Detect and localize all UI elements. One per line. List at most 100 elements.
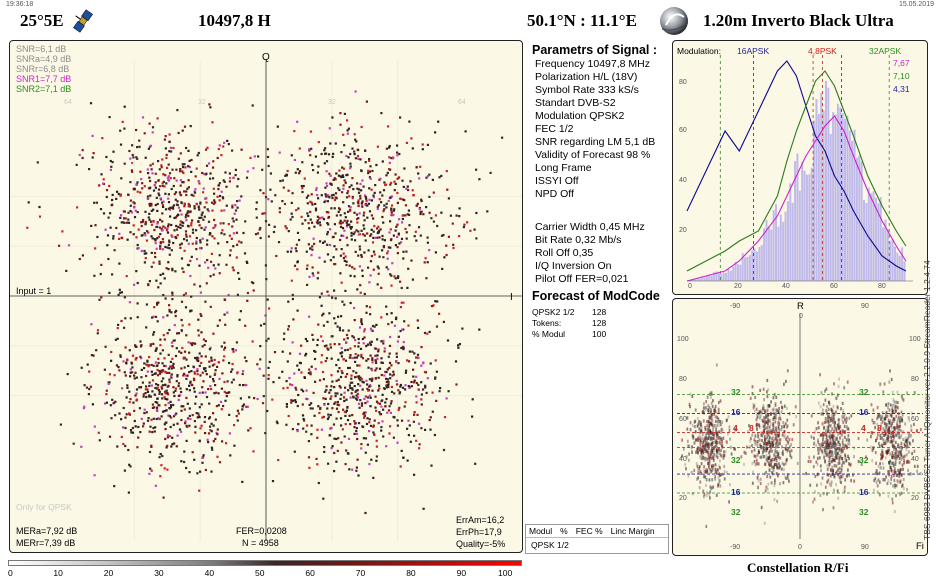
iq-point (157, 361, 160, 365)
iq-point (323, 162, 326, 165)
iq-point (365, 305, 368, 308)
iq-point (393, 180, 396, 183)
iq-point (167, 175, 171, 178)
iq-point (334, 401, 337, 404)
density-point (828, 465, 830, 469)
iq-point (347, 437, 351, 440)
iq-point (320, 361, 323, 364)
iq-point (437, 120, 440, 123)
density-point (751, 450, 753, 454)
iq-point (152, 342, 155, 345)
iq-point (343, 179, 346, 182)
density-point (828, 401, 830, 405)
iq-point (335, 197, 338, 200)
iq-point (129, 371, 132, 374)
iq-point (183, 249, 186, 252)
iq-point (390, 312, 393, 315)
iq-point (90, 354, 93, 357)
iq-point (356, 364, 359, 367)
iq-point (232, 350, 235, 353)
iq-point (204, 340, 207, 343)
iq-point (310, 147, 313, 150)
density-point (894, 454, 897, 458)
iq-point (271, 480, 275, 483)
iq-point (363, 397, 366, 400)
iq-point (360, 201, 363, 205)
density-point (886, 433, 889, 437)
iq-point (183, 366, 186, 369)
iq-point (414, 230, 417, 233)
density-point (843, 424, 846, 428)
iq-point (349, 301, 352, 305)
density-point (820, 444, 823, 448)
density-point (839, 436, 841, 440)
density-point (697, 476, 700, 480)
iq-point (380, 286, 383, 289)
iq-point (131, 426, 134, 430)
iq-point (105, 189, 109, 192)
iq-point (357, 341, 360, 344)
density-point (894, 431, 897, 435)
iq-point (322, 497, 325, 500)
iq-point (106, 234, 110, 237)
iq-point (194, 431, 197, 434)
iq-point (150, 265, 153, 268)
density-point (689, 392, 692, 396)
iq-point (172, 362, 175, 365)
iq-point (399, 197, 402, 200)
iq-point (168, 407, 171, 410)
iq-point (226, 241, 229, 244)
iq-point (201, 345, 204, 348)
iq-point (218, 194, 222, 198)
density-point (782, 481, 785, 485)
y-tick: 20 (679, 227, 687, 234)
iq-point (187, 264, 190, 267)
histogram-bar (882, 227, 885, 281)
iq-point (225, 204, 228, 207)
iq-point (397, 335, 400, 338)
iq-point (412, 368, 415, 371)
density-point (816, 483, 818, 487)
iq-point (368, 210, 372, 213)
density-point (900, 457, 903, 461)
iq-point (361, 337, 364, 341)
density-point (817, 451, 820, 455)
density-point (752, 470, 754, 474)
iq-point (218, 461, 222, 464)
iq-point (205, 148, 208, 151)
histogram-bar (789, 183, 792, 281)
iq-point (226, 139, 229, 142)
density-point (722, 456, 725, 460)
iq-point (148, 394, 151, 397)
density-point (717, 468, 719, 472)
iq-point (145, 385, 148, 388)
iq-point (136, 211, 139, 214)
density-color-scale (8, 560, 522, 566)
iq-point (343, 212, 346, 215)
density-point (756, 440, 759, 444)
iq-point (220, 154, 223, 157)
iq-point (313, 349, 316, 353)
density-point (882, 427, 885, 431)
density-point (778, 466, 781, 470)
density-point (768, 451, 770, 455)
density-point (839, 443, 842, 447)
density-point (896, 473, 899, 477)
iq-point (246, 261, 249, 264)
iq-point (329, 182, 332, 185)
iq-point (190, 295, 193, 298)
iq-point (145, 363, 148, 366)
iq-point (314, 202, 317, 206)
iq-point (213, 225, 217, 228)
iq-point (172, 204, 175, 207)
iq-point (352, 396, 355, 399)
iq-point (267, 337, 270, 340)
iq-point (393, 392, 396, 395)
iq-point (196, 359, 199, 362)
iq-point (153, 238, 156, 241)
histogram-bar (770, 229, 773, 281)
iq-point (311, 266, 314, 269)
histogram-bar (782, 221, 785, 281)
iq-point (231, 206, 234, 209)
iq-point (205, 282, 208, 285)
